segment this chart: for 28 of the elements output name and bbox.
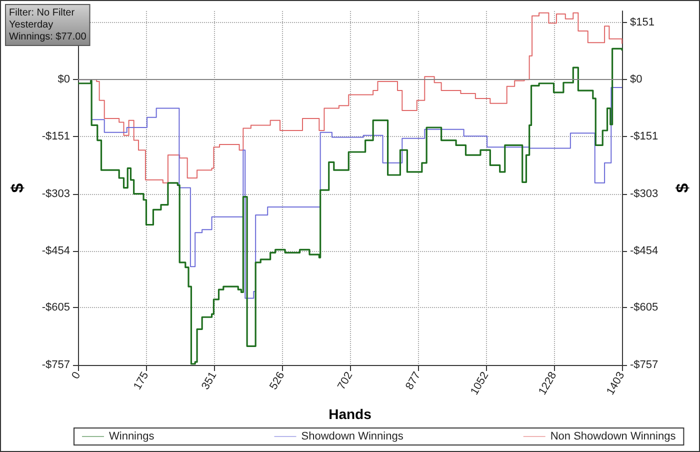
text: Yesterday	[9, 20, 54, 30]
legend-label: Non Showdown Winnings	[550, 430, 676, 442]
x-tick-label: 0	[70, 370, 84, 382]
x-tick-label: 702	[336, 370, 356, 392]
text: Filter: No Filter	[9, 8, 76, 18]
y2-tick-label: $0	[630, 74, 642, 86]
y-tick-label: -$303	[42, 188, 70, 200]
y2-tick-label: -$605	[630, 302, 658, 314]
legend-label: Winnings	[109, 430, 155, 442]
legend-label: Showdown Winnings	[301, 430, 404, 442]
y2-tick-label: -$303	[630, 188, 658, 200]
x-tick-label: 877	[404, 370, 424, 392]
y-tick-label: $0	[58, 74, 70, 86]
y-tick-label: -$757	[42, 359, 70, 371]
y2-tick-label: -$454	[630, 244, 658, 257]
x-tick-label: 526	[268, 370, 288, 392]
y2-axis-title: $	[673, 182, 692, 193]
annotation: Winnings: $77.00	[9, 32, 87, 42]
x-tick-label: 175	[132, 370, 152, 392]
y2-tick-label: -$757	[630, 359, 658, 371]
y-tick-label: -$605	[42, 302, 70, 314]
x-tick-label: 351	[200, 370, 220, 392]
y-tick-label: -$151	[42, 130, 70, 143]
y-tick-label: -$454	[42, 244, 70, 257]
y2-tick-label: $151	[630, 16, 654, 29]
y2-tick-label: -$151	[630, 130, 658, 143]
y-axis-title: $	[8, 182, 27, 193]
x-axis-title: Hands	[328, 406, 372, 422]
